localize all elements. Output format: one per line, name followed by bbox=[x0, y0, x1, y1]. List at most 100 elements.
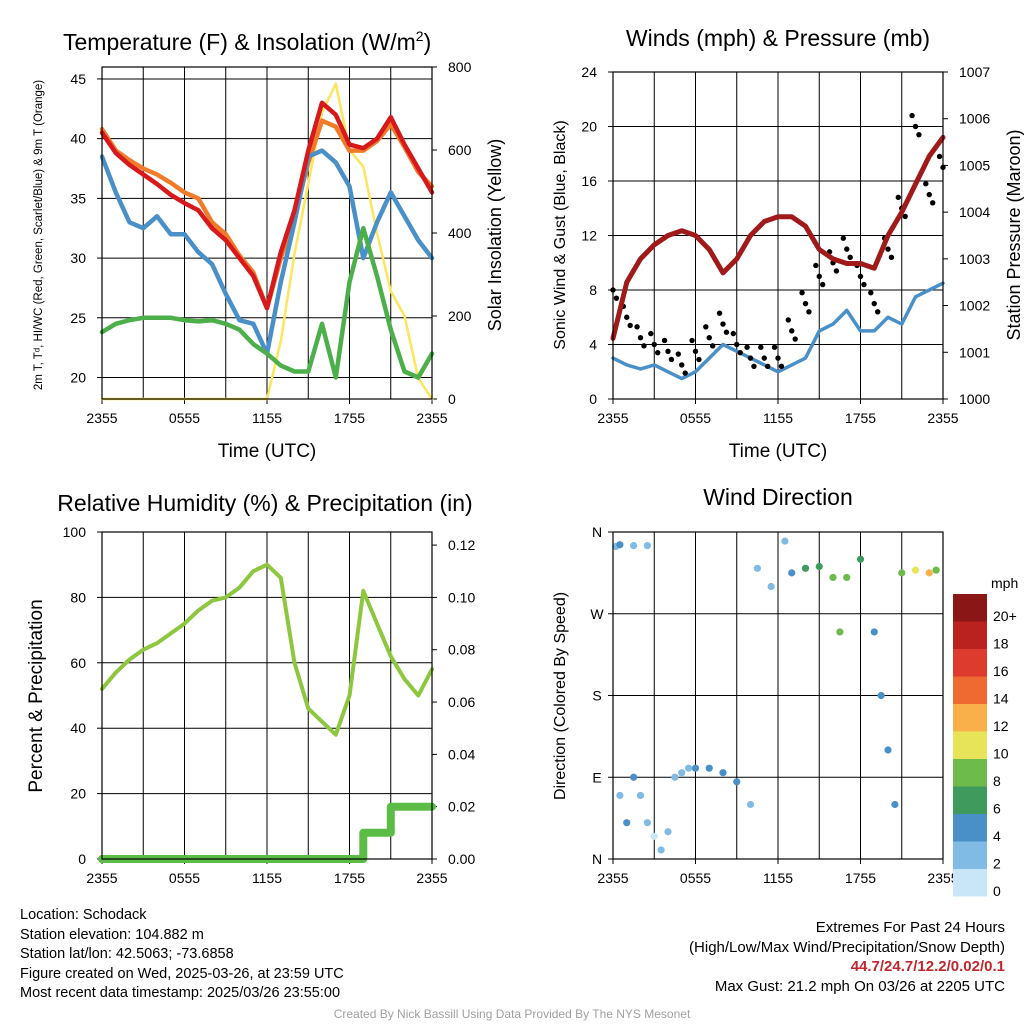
humidity-xtick-label: 2355 bbox=[86, 870, 117, 886]
series-gust-point bbox=[716, 310, 723, 316]
direction-xtick-label: 2355 bbox=[597, 870, 628, 886]
temperature-xlabel: Time (UTC) bbox=[218, 441, 317, 462]
temperature-xtick-label: 2355 bbox=[86, 410, 117, 426]
wind-direction-point bbox=[932, 566, 940, 574]
temperature-ytick-label: 25 bbox=[70, 310, 86, 326]
recent-data-text: Most recent data timestamp: 2025/03/26 2… bbox=[20, 985, 341, 1001]
series-sonic-wind bbox=[611, 281, 945, 381]
humidity-xtick-label: 1755 bbox=[334, 870, 365, 886]
humidity-ytick-label: 60 bbox=[70, 655, 86, 671]
colorbar-swatch bbox=[953, 594, 987, 622]
temperature-ytick-right-label: 600 bbox=[448, 142, 472, 158]
humidity-ytick-right-label: 0.10 bbox=[448, 589, 475, 605]
temperature-ytick-right-label: 400 bbox=[448, 225, 472, 241]
wind-direction-point bbox=[630, 542, 638, 550]
series-gust-point bbox=[723, 329, 730, 335]
temperature-ytick-right-label: 0 bbox=[448, 391, 456, 407]
wind-direction-point bbox=[664, 828, 672, 836]
temperature-ytick-right-label: 200 bbox=[448, 308, 472, 324]
temperature-ytick-label: 20 bbox=[70, 370, 86, 386]
winds-xtick-label: 0555 bbox=[680, 410, 711, 426]
winds-ytick-right-label: 1000 bbox=[959, 391, 990, 407]
humidity-ytick-right-label: 0.04 bbox=[448, 746, 475, 762]
series-gust-point bbox=[637, 334, 644, 341]
series-gust-point bbox=[675, 351, 682, 357]
temperature-ytick-right-label: 800 bbox=[448, 59, 472, 75]
humidity-ytick-label: 0 bbox=[78, 851, 86, 867]
winds-ytick-label: 4 bbox=[589, 337, 597, 353]
winds-xlabel: Time (UTC) bbox=[729, 441, 828, 462]
colorbar-swatch bbox=[953, 704, 987, 732]
colorbar-label: 8 bbox=[993, 773, 1001, 789]
series-gust-point bbox=[692, 348, 699, 355]
humidity-ytick-label: 40 bbox=[70, 720, 86, 736]
wind-direction-point bbox=[623, 819, 631, 827]
wind-direction-point bbox=[650, 832, 658, 840]
series-gust-point bbox=[874, 309, 881, 315]
temperature-xtick-label: 0555 bbox=[169, 410, 200, 426]
colorbar-label: 2 bbox=[993, 855, 1001, 871]
wind-direction-point bbox=[616, 541, 624, 549]
wind-direction-point bbox=[829, 573, 837, 582]
winds-xtick-label: 1755 bbox=[845, 410, 876, 426]
temperature-ylabel-right: Solar Insolation (Yellow) bbox=[485, 139, 505, 331]
series-gust-point bbox=[682, 370, 688, 376]
winds-ytick-right-label: 1005 bbox=[959, 157, 990, 173]
series-gust-point bbox=[916, 131, 922, 138]
winds-ytick-label: 12 bbox=[581, 228, 597, 244]
credit-text: Created By Nick Bassill Using Data Provi… bbox=[333, 1007, 691, 1021]
series-gust-point bbox=[847, 254, 853, 260]
series-gust-point bbox=[634, 324, 640, 330]
winds-xtick-label: 2355 bbox=[927, 410, 958, 426]
direction-xtick-label: 1755 bbox=[845, 870, 876, 886]
series-gust-point bbox=[902, 213, 908, 220]
series-2m-t bbox=[99, 100, 435, 311]
temperature-xtick-label: 1755 bbox=[334, 410, 365, 426]
direction-ytick-label: S bbox=[592, 688, 601, 704]
series-gust-point bbox=[651, 341, 657, 348]
wind-direction-point bbox=[788, 569, 796, 577]
temperature-ytick-label: 45 bbox=[70, 71, 86, 87]
colorbar-swatch bbox=[953, 649, 987, 677]
wind-direction-point bbox=[685, 764, 693, 772]
wind-direction-point bbox=[843, 573, 851, 582]
winds-ytick-label: 16 bbox=[581, 173, 597, 189]
colorbar-swatch bbox=[953, 786, 987, 814]
series-gust-point bbox=[627, 322, 633, 329]
series-gust-point bbox=[771, 344, 778, 350]
direction-ytick-label: N bbox=[592, 851, 602, 867]
humidity-ytick-label: 80 bbox=[70, 589, 86, 605]
series-gust-point bbox=[785, 317, 792, 323]
colorbar-label: 16 bbox=[993, 663, 1009, 679]
series-gust-point bbox=[654, 349, 661, 356]
wind-direction-point bbox=[733, 778, 741, 786]
series-gust-point bbox=[696, 356, 702, 363]
series-gust-point bbox=[799, 290, 805, 296]
series-gust-point bbox=[665, 348, 671, 355]
colorbar-swatch bbox=[953, 676, 987, 704]
colorbar-swatch bbox=[953, 869, 987, 897]
wind-direction-point bbox=[856, 555, 865, 563]
series-td bbox=[99, 225, 435, 380]
wind-direction-point bbox=[884, 746, 892, 754]
series-gust-point bbox=[641, 343, 647, 349]
winds-title: Winds (mph) & Pressure (mb) bbox=[626, 25, 930, 51]
humidity-xtick-label: 2355 bbox=[416, 870, 447, 886]
colorbar-swatch bbox=[953, 841, 987, 869]
extremes-title: Extremes For Past 24 Hours bbox=[815, 919, 1005, 936]
wind-direction-point bbox=[781, 537, 789, 545]
winds-xtick-label: 1155 bbox=[763, 410, 793, 426]
humidity-ytick-label: 100 bbox=[63, 524, 87, 540]
series-gust-point bbox=[885, 246, 891, 252]
wind-direction-point bbox=[643, 819, 651, 827]
winds-ylabel-left: Sonic Wind & Gust (Blue, Black) bbox=[552, 120, 569, 349]
direction-ytick-label: W bbox=[590, 606, 604, 622]
humidity-ytick-right-label: 0.00 bbox=[448, 851, 475, 867]
winds-ytick-label: 20 bbox=[581, 119, 597, 135]
humidity-ytick-right-label: 0.06 bbox=[448, 694, 475, 710]
temperature-ytick-label: 40 bbox=[70, 131, 86, 147]
latlon-text: Station lat/lon: 42.5063; -73.6858 bbox=[20, 946, 234, 962]
wind-direction-point bbox=[671, 773, 679, 781]
wind-direction-point bbox=[746, 800, 755, 809]
wind-direction-point bbox=[630, 773, 638, 781]
